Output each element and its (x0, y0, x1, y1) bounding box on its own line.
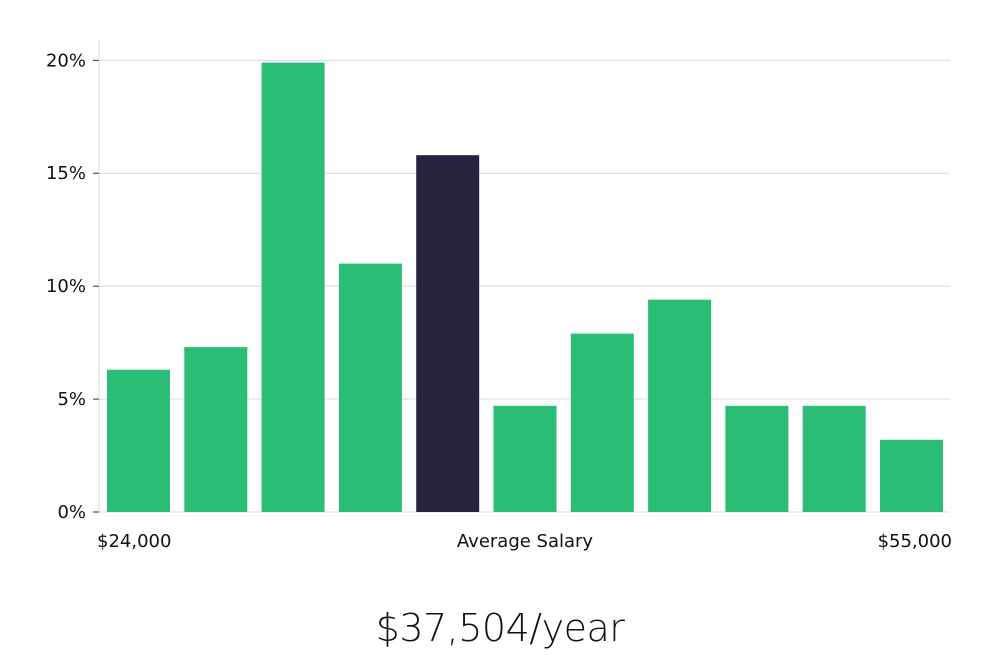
bar (261, 62, 325, 512)
y-tick-label: 15% (46, 163, 86, 184)
y-tick-labels: 0% 5% 10% 15% 20% (46, 50, 99, 523)
y-tick-label: 20% (46, 50, 86, 71)
bar (648, 299, 712, 512)
x-min-label: $24,000 (97, 531, 171, 552)
salary-histogram: 0% 5% 10% 15% 20% $24,000 Average Salary $55… (46, 40, 952, 552)
y-tick-label: 5% (57, 389, 86, 410)
bar (493, 405, 557, 512)
bar (570, 333, 634, 512)
bar (184, 347, 248, 512)
bar (107, 369, 170, 512)
bar-highlighted (416, 155, 480, 512)
bars (107, 62, 943, 512)
y-tick-label: 0% (57, 502, 86, 523)
y-tick-label: 10% (46, 276, 86, 297)
bar (880, 439, 943, 512)
x-axis-title: Average Salary (457, 531, 594, 552)
bar (725, 405, 789, 512)
average-salary-value: $37,504/year (375, 606, 625, 650)
bar (802, 405, 866, 512)
x-max-label: $55,000 (878, 531, 952, 552)
bar (338, 263, 402, 512)
